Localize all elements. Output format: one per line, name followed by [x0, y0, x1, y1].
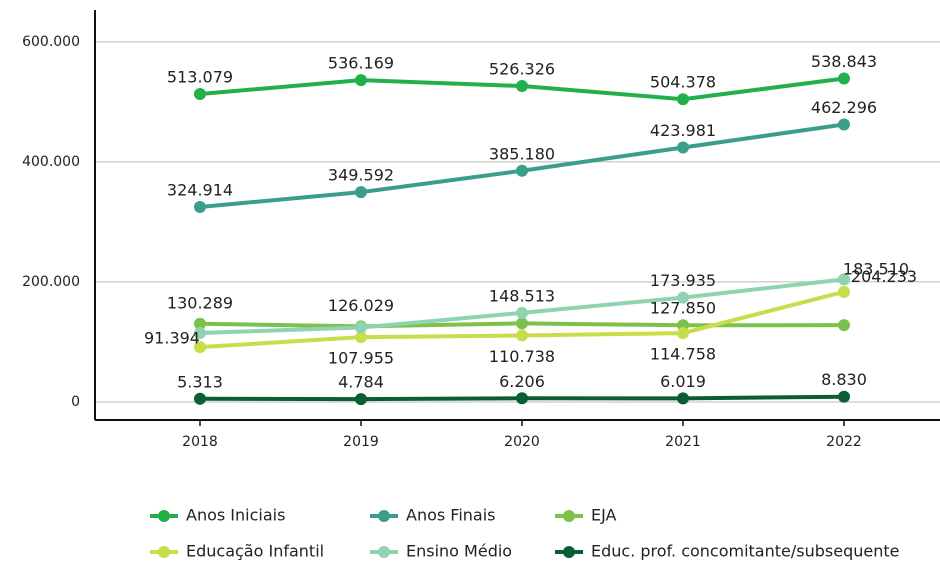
data-label: 349.592: [328, 166, 394, 185]
data-point: [516, 164, 528, 177]
data-point: [194, 392, 206, 405]
legend-label: Anos Finais: [406, 506, 496, 525]
data-label: 173.935: [650, 271, 716, 290]
data-point: [516, 329, 528, 342]
data-point: [355, 74, 367, 87]
data-label: 91.394: [144, 329, 200, 348]
legend-label: Educação Infantil: [186, 542, 324, 561]
data-label: 423.981: [650, 121, 716, 140]
data-label: 538.843: [811, 52, 877, 71]
x-tick-label: 2018: [182, 434, 218, 450]
legend-marker: [378, 510, 390, 522]
data-label: 324.914: [167, 180, 233, 199]
data-label: 114.758: [650, 345, 716, 364]
data-label: 6.206: [499, 372, 545, 391]
data-label: 127.850: [650, 299, 716, 318]
data-label: 107.955: [328, 349, 394, 368]
y-tick-label: 400.000: [22, 154, 80, 170]
data-point: [355, 331, 367, 344]
data-point: [194, 317, 206, 330]
data-point: [677, 291, 689, 304]
data-point: [355, 321, 367, 334]
data-point: [516, 392, 528, 405]
data-label: 536.169: [328, 54, 394, 73]
legend-marker: [563, 546, 575, 558]
data-point: [516, 80, 528, 93]
legend-marker: [158, 546, 170, 558]
legend-label: EJA: [591, 506, 617, 525]
data-label: 126.029: [328, 296, 394, 315]
data-label: 183.510: [843, 259, 909, 278]
data-label: 130.289: [167, 293, 233, 312]
data-point: [516, 306, 528, 319]
data-label: 385.180: [489, 144, 555, 163]
data-point: [677, 141, 689, 154]
data-label: 504.378: [650, 73, 716, 92]
data-point: [194, 87, 206, 100]
y-tick-label: 600.000: [22, 34, 80, 50]
data-point: [838, 72, 850, 85]
x-tick-label: 2022: [826, 434, 862, 450]
data-label: 110.738: [489, 347, 555, 366]
data-label: 6.019: [660, 372, 706, 391]
data-point: [838, 319, 850, 332]
data-point: [838, 285, 850, 298]
data-point: [838, 390, 850, 403]
data-point: [194, 326, 206, 339]
x-tick-label: 2020: [504, 434, 540, 450]
data-point: [677, 392, 689, 405]
data-label: 462.296: [811, 98, 877, 117]
legend-marker: [378, 546, 390, 558]
legend-label: Ensino Médio: [406, 542, 512, 561]
legend-label: Anos Iniciais: [186, 506, 285, 525]
data-point: [355, 186, 367, 199]
x-tick-label: 2019: [343, 434, 379, 450]
data-label: 513.079: [167, 67, 233, 86]
data-point: [194, 341, 206, 354]
data-label: 526.326: [489, 60, 555, 79]
data-point: [516, 317, 528, 330]
y-tick-label: 200.000: [22, 274, 80, 290]
legend-label: Educ. prof. concomitante/subsequente: [591, 542, 899, 561]
data-point: [838, 273, 850, 286]
data-label: 5.313: [177, 372, 223, 391]
data-label: 204.233: [851, 267, 917, 286]
data-label: 148.513: [489, 286, 555, 305]
data-point: [838, 118, 850, 131]
data-point: [677, 93, 689, 106]
data-point: [677, 327, 689, 340]
y-tick-label: 0: [71, 394, 80, 410]
legend-marker: [158, 510, 170, 522]
data-label: 4.784: [338, 373, 384, 392]
x-tick-label: 2021: [665, 434, 701, 450]
data-point: [194, 200, 206, 213]
data-label: 8.830: [821, 370, 867, 389]
data-point: [355, 393, 367, 406]
legend-marker: [563, 510, 575, 522]
